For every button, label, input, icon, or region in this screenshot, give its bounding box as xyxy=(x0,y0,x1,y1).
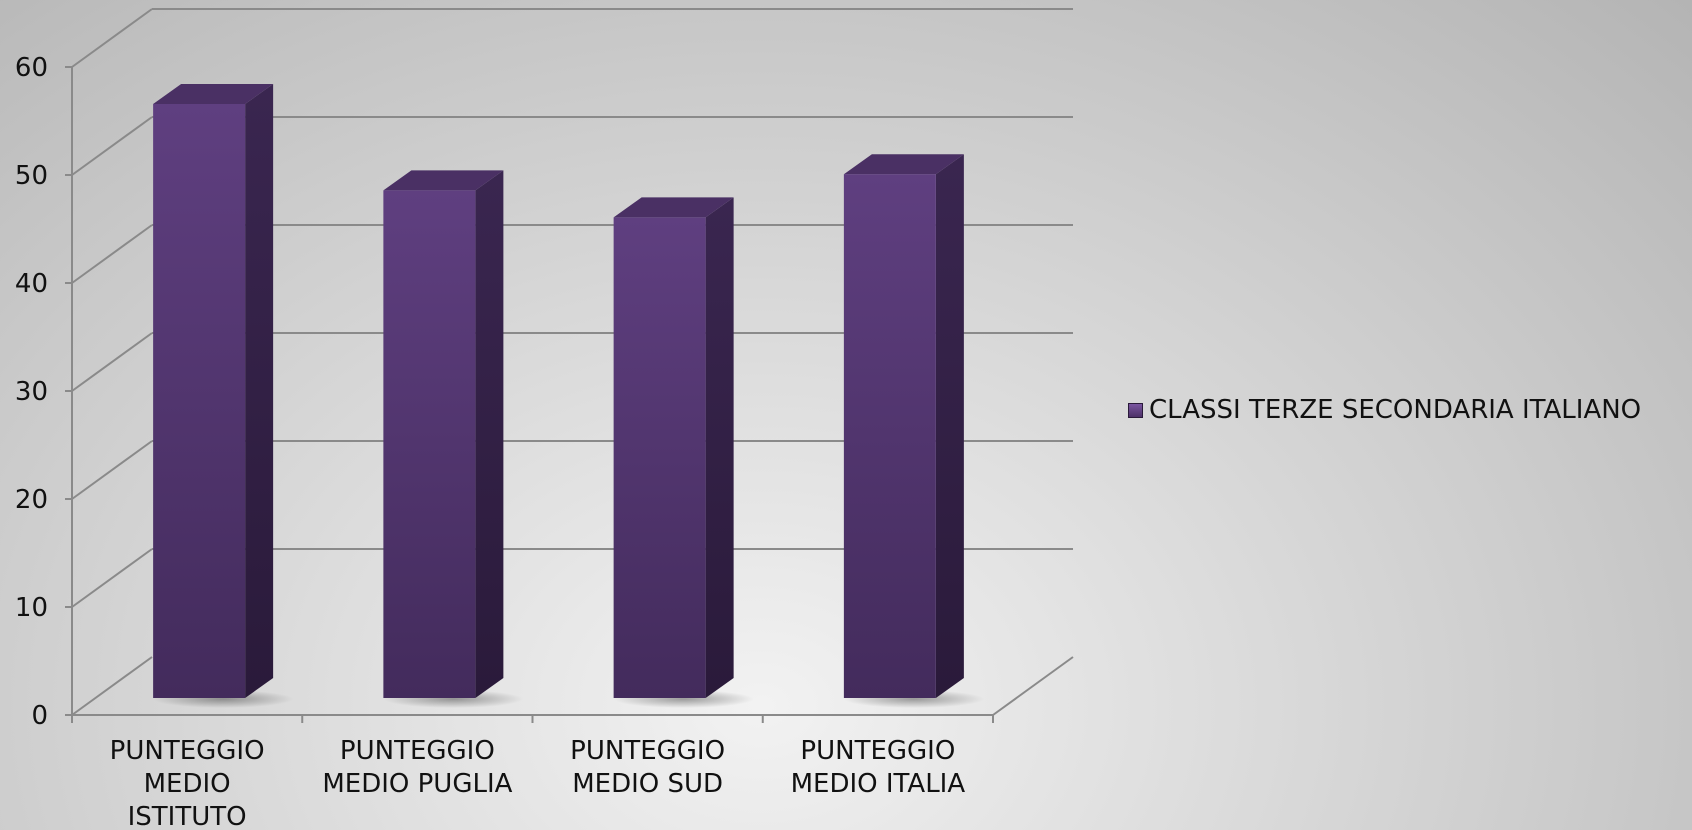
y-axis-tick-labels: 0 10 20 30 40 50 60 xyxy=(15,53,48,731)
y-tick-label: 10 xyxy=(15,593,48,623)
gridline xyxy=(65,116,1073,176)
chart-gridlines xyxy=(65,8,1073,716)
y-tick-label: 30 xyxy=(15,377,48,407)
chart-legend: CLASSI TERZE SECONDARIA ITALIANO xyxy=(1128,395,1641,425)
y-tick-label: 50 xyxy=(15,161,48,191)
bar xyxy=(383,170,524,708)
x-category-label: PUNTEGGIO MEDIO SUD xyxy=(570,736,725,799)
y-tick-label: 60 xyxy=(15,53,48,83)
gridline xyxy=(65,8,1073,68)
chart-bars xyxy=(153,84,984,708)
y-tick-label: 0 xyxy=(31,701,48,731)
x-axis-category-labels: PUNTEGGIO MEDIO ISTITUTO PUNTEGGIO MEDIO PUG… xyxy=(110,736,966,830)
legend-label: CLASSI TERZE SECONDARIA ITALIANO xyxy=(1149,395,1642,425)
bar xyxy=(843,154,984,708)
bar xyxy=(153,84,294,708)
x-category-label: PUNTEGGIO MEDIO PUGLIA xyxy=(322,736,512,799)
y-tick-label: 20 xyxy=(15,485,48,515)
x-category-label: PUNTEGGIO MEDIO ITALIA xyxy=(791,736,966,799)
legend-swatch xyxy=(1128,402,1143,418)
bar xyxy=(613,197,754,708)
x-category-label: PUNTEGGIO MEDIO ISTITUTO xyxy=(110,736,265,830)
gridline xyxy=(65,656,153,716)
y-tick-label: 40 xyxy=(15,269,48,299)
